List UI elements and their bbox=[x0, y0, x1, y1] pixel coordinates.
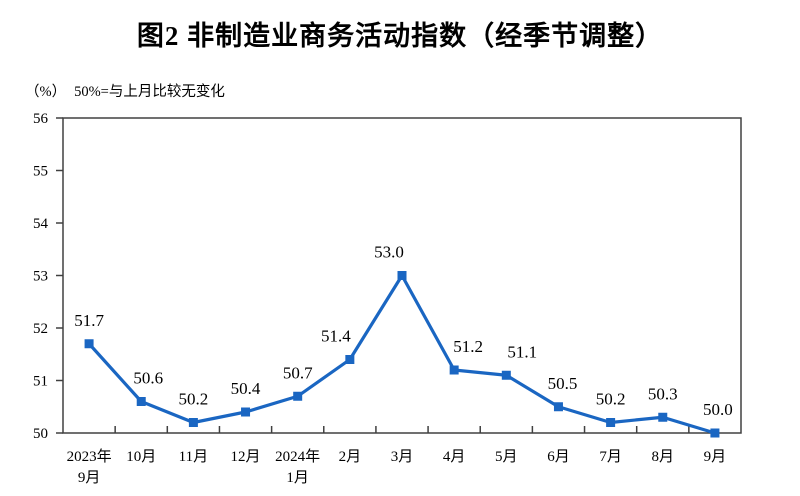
x-tick-label: 5月 bbox=[495, 449, 518, 465]
data-label: 50.6 bbox=[133, 369, 163, 388]
x-tick-label: 8月 bbox=[652, 449, 675, 465]
data-point-marker bbox=[710, 428, 720, 438]
data-point-marker bbox=[397, 271, 407, 280]
data-label: 51.1 bbox=[507, 342, 537, 361]
x-tick-label: 2024年 bbox=[275, 448, 320, 465]
baseline-note: 50%=与上月比较无变化 bbox=[74, 84, 225, 100]
x-tick-label: 7月 bbox=[599, 449, 622, 465]
data-point-marker bbox=[658, 412, 668, 422]
data-point-marker bbox=[345, 355, 355, 364]
y-tick-label: 52 bbox=[33, 321, 48, 337]
data-label: 50.7 bbox=[283, 363, 313, 382]
x-tick-label-line2: 9月 bbox=[78, 470, 101, 486]
y-tick-label: 53 bbox=[33, 269, 48, 285]
x-tick-label-line2: 1月 bbox=[286, 470, 309, 486]
data-label: 50.4 bbox=[231, 379, 261, 398]
x-tick-label: 2023年 bbox=[67, 448, 112, 465]
data-point-marker bbox=[606, 418, 616, 427]
x-tick-label: 6月 bbox=[547, 449, 570, 465]
data-point-marker bbox=[553, 402, 563, 412]
x-tick-label: 12月 bbox=[231, 449, 261, 465]
data-label: 50.5 bbox=[548, 374, 578, 393]
y-tick-label: 51 bbox=[33, 374, 48, 390]
chart-title: 图2 非制造业商务活动指数（经季节调整） bbox=[136, 21, 664, 51]
data-point-marker bbox=[449, 365, 459, 375]
data-label: 50.2 bbox=[179, 390, 209, 409]
x-tick-label: 10月 bbox=[126, 449, 156, 465]
data-label: 53.0 bbox=[374, 243, 404, 262]
x-tick-label: 9月 bbox=[704, 449, 727, 465]
data-point-marker bbox=[293, 391, 303, 401]
y-axis-unit-label: （%） bbox=[25, 84, 67, 100]
data-point-marker bbox=[188, 418, 198, 427]
x-tick-label: 2月 bbox=[339, 449, 362, 465]
y-tick-label: 50 bbox=[33, 426, 48, 442]
data-point-marker bbox=[501, 370, 511, 380]
data-point-marker bbox=[84, 339, 94, 349]
data-label: 51.4 bbox=[321, 327, 351, 346]
data-label: 50.0 bbox=[703, 400, 733, 419]
y-tick-label: 54 bbox=[33, 216, 49, 232]
data-point-marker bbox=[136, 397, 146, 406]
axis-note-row: （%） 50%=与上月比较无变化 bbox=[25, 80, 225, 101]
data-point-marker bbox=[241, 407, 251, 417]
data-label: 50.3 bbox=[648, 384, 678, 403]
x-tick-label: 11月 bbox=[179, 449, 208, 465]
x-tick-label: 3月 bbox=[391, 449, 414, 465]
y-tick-label: 56 bbox=[33, 111, 49, 127]
x-tick-label: 4月 bbox=[443, 449, 466, 465]
series-line bbox=[87, 273, 717, 435]
data-label: 50.2 bbox=[596, 390, 626, 409]
data-label: 51.2 bbox=[453, 337, 483, 356]
data-label: 51.7 bbox=[74, 311, 104, 330]
y-tick-label: 55 bbox=[33, 164, 48, 180]
